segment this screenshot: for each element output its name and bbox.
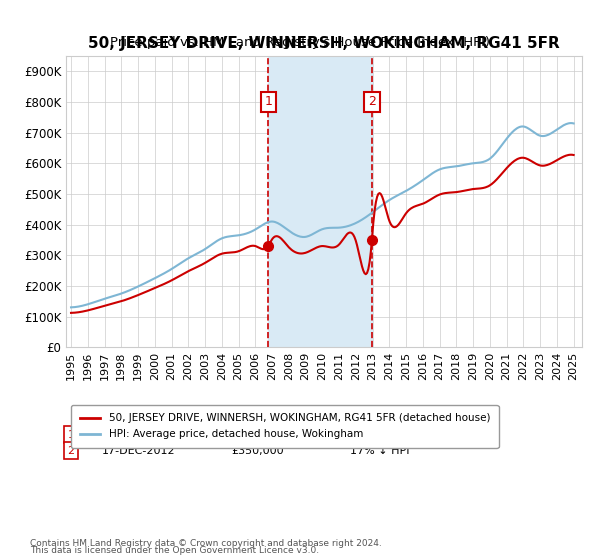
Title: 50, JERSEY DRIVE, WINNERSH, WOKINGHAM, RG41 5FR: 50, JERSEY DRIVE, WINNERSH, WOKINGHAM, R… <box>88 36 560 50</box>
Text: 2: 2 <box>368 95 376 109</box>
Text: 17% ↓ HPI: 17% ↓ HPI <box>350 446 409 456</box>
Text: £329,950: £329,950 <box>231 430 284 440</box>
Legend: 50, JERSEY DRIVE, WINNERSH, WOKINGHAM, RG41 5FR (detached house), HPI: Average p: 50, JERSEY DRIVE, WINNERSH, WOKINGHAM, R… <box>71 405 499 448</box>
Text: 17-DEC-2012: 17-DEC-2012 <box>102 446 176 456</box>
Text: Contains HM Land Registry data © Crown copyright and database right 2024.: Contains HM Land Registry data © Crown c… <box>30 539 382 548</box>
Text: 2: 2 <box>68 446 75 456</box>
Text: 14% ↓ HPI: 14% ↓ HPI <box>350 430 409 440</box>
Bar <box>268 56 372 347</box>
Text: Price paid vs. HM Land Registry's House Price Index (HPI): Price paid vs. HM Land Registry's House … <box>110 36 490 49</box>
Text: £350,000: £350,000 <box>231 446 284 456</box>
Text: 09-OCT-2006: 09-OCT-2006 <box>102 430 175 440</box>
Text: 1: 1 <box>68 430 74 440</box>
Text: 1: 1 <box>264 95 272 109</box>
Text: This data is licensed under the Open Government Licence v3.0.: This data is licensed under the Open Gov… <box>30 547 319 556</box>
